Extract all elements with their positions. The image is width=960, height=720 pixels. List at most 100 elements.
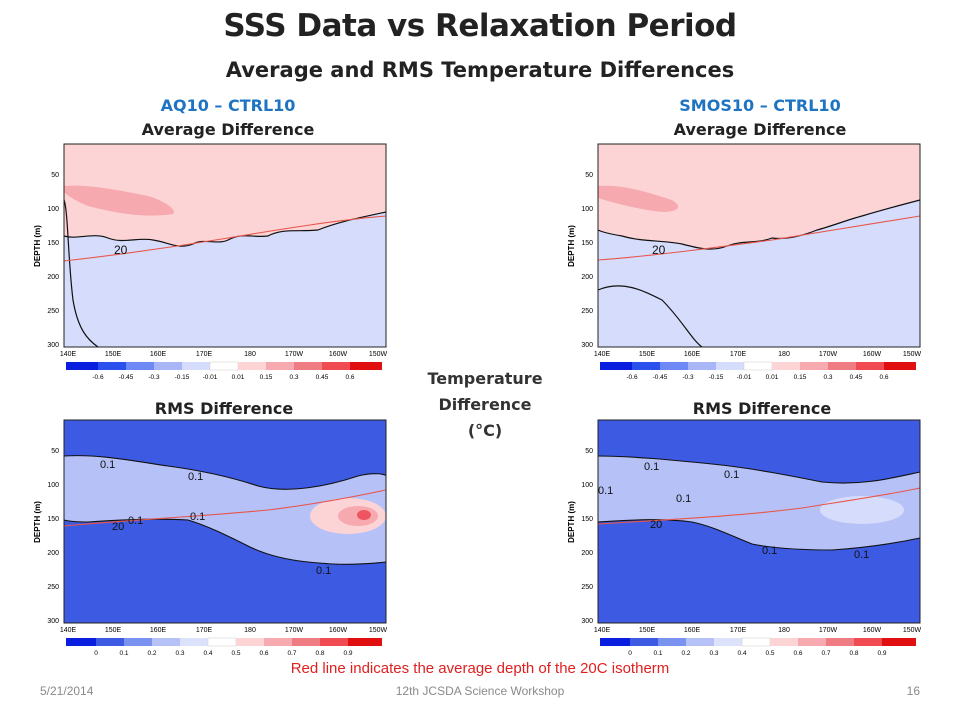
colorbar: -0.6 -0.45 -0.3 -0.15 -0.01 0.01 0.15 0.… xyxy=(600,361,916,381)
x-tick-label: 170W xyxy=(819,627,838,634)
colorbar-swatch xyxy=(770,638,798,646)
colorbar: -0.6 -0.45 -0.3 -0.15 -0.01 0.01 0.15 0.… xyxy=(66,361,382,381)
x-tick-label: 160E xyxy=(684,627,701,634)
x-tick-label: 170E xyxy=(196,351,213,358)
colorbar-swatch xyxy=(292,638,320,646)
strong-warm-core xyxy=(598,185,678,212)
zero-contour xyxy=(63,211,387,247)
rms-0.1-region xyxy=(598,456,920,550)
panel-aq10-rms: 0.1 0.1 20 0.1 0.1 0.1 50 100 150 200 25… xyxy=(28,416,388,665)
panel-aq10-average: 20 50 100 150 200 250 300 DEPTH (m) 140E… xyxy=(28,140,388,385)
left-rms-label: RMS Difference xyxy=(154,399,294,418)
colorbar-swatch xyxy=(154,362,182,370)
isotherm-note: Red line indicates the average depth of … xyxy=(290,660,670,677)
colorbar-tick-label: -0.15 xyxy=(709,374,724,380)
x-tick-label: 170E xyxy=(730,627,747,634)
isotherm-20c-line xyxy=(63,215,387,262)
slide-title: SSS Data vs Relaxation Period xyxy=(223,8,737,44)
colorbar-tick-label: -0.3 xyxy=(148,374,160,380)
footer-date: 5/21/2014 xyxy=(40,684,94,698)
colorbar: 0 0.1 0.2 0.3 0.4 0.5 0.6 0.7 0.8 0.9 xyxy=(66,637,382,657)
y-tick-label: 150 xyxy=(581,516,593,523)
y-tick-label: 50 xyxy=(585,172,593,179)
contour-label: 0.1 xyxy=(854,549,869,561)
left-experiment-label: AQ10 – CTRL10 xyxy=(160,96,296,115)
footer-event: 12th JCSDA Science Workshop xyxy=(395,684,565,698)
colorbar-swatch xyxy=(238,362,266,370)
colorbar-tick-label: -0.6 xyxy=(626,374,638,380)
colorbar-swatch xyxy=(266,362,294,370)
colorbar-tick-label: 0.1 xyxy=(119,650,128,657)
contour-label: 0.1 xyxy=(316,565,331,577)
left-avg-label: Average Difference xyxy=(141,120,315,139)
colorbar-tick-label: 0.9 xyxy=(343,650,352,657)
colorbar-swatch xyxy=(322,362,350,370)
colorbar-swatch xyxy=(632,362,660,370)
colorbar-swatch xyxy=(98,362,126,370)
x-tick-label: 170W xyxy=(819,351,838,358)
colorbar-swatch xyxy=(600,638,630,646)
right-rms-label: RMS Difference xyxy=(692,399,832,418)
y-axis: 50 100 150 200 250 300 DEPTH (m) xyxy=(33,172,59,349)
x-tick-label: 150E xyxy=(105,351,122,358)
colorbar-tick-label: 0.6 xyxy=(793,650,802,657)
colorbar-swatch xyxy=(716,362,744,370)
colorbar-tick-label: -0.01 xyxy=(737,374,752,380)
colorbar-swatch xyxy=(264,638,292,646)
colorbar-tick-label: 0.01 xyxy=(232,374,245,380)
colorbar-tick-label: -0.6 xyxy=(92,374,104,380)
center-label-line-3: (°C) xyxy=(467,421,503,440)
y-tick-label: 50 xyxy=(51,448,59,455)
colorbar-tick-label: -0.01 xyxy=(203,374,218,380)
colorbar-tick-label: 0.8 xyxy=(849,650,858,657)
y-tick-label: 250 xyxy=(581,308,593,315)
center-label-line-2: Difference xyxy=(438,395,532,414)
x-tick-label: 170E xyxy=(730,351,747,358)
colorbar-swatch xyxy=(714,638,742,646)
isotherm-20c-line xyxy=(597,215,921,261)
colorbar-swatch xyxy=(741,637,771,647)
colorbar-tick-label: -0.45 xyxy=(119,374,134,380)
colorbar-tick-label: 0.3 xyxy=(175,650,184,657)
contour-line xyxy=(597,455,921,484)
rms-light-region xyxy=(820,496,904,524)
colorbar-swatch xyxy=(772,362,800,370)
x-axis: 140E 150E 160E 170E 180 170W 160W 150W xyxy=(594,627,922,634)
plot-border xyxy=(597,143,921,348)
x-tick-label: 160E xyxy=(684,351,701,358)
panel-smos10-average: 20 50 100 150 200 250 300 DEPTH (m) 140E… xyxy=(562,140,922,385)
x-tick-label: 150E xyxy=(639,627,656,634)
y-axis: 50 100 150 200 250 300 DEPTH (m) xyxy=(567,448,593,625)
colorbar-tick-label: 0.7 xyxy=(821,650,830,657)
colorbar-swatch xyxy=(882,638,916,646)
colorbar-tick-label: 0 xyxy=(94,650,98,657)
positive-anomaly-region xyxy=(64,144,386,247)
x-tick-label: 160W xyxy=(329,351,348,358)
y-tick-label: 50 xyxy=(51,172,59,179)
x-tick-label: 160E xyxy=(150,351,167,358)
y-axis-label: DEPTH (m) xyxy=(567,225,576,267)
colorbar-tick-label: 0.3 xyxy=(709,650,718,657)
plot-border xyxy=(63,143,387,348)
colorbar-swatch xyxy=(209,361,239,371)
contour-label: 0.1 xyxy=(188,471,203,483)
y-tick-label: 100 xyxy=(47,206,59,213)
colorbar-tick-label: 0.1 xyxy=(653,650,662,657)
right-experiment-label: SMOS10 – CTRL10 xyxy=(679,96,841,115)
colorbar-tick-label: 0.6 xyxy=(879,374,888,380)
y-axis-label: DEPTH (m) xyxy=(33,225,42,267)
x-tick-label: 160W xyxy=(863,351,882,358)
zero-contour xyxy=(597,199,921,250)
x-tick-label: 170E xyxy=(196,627,213,634)
y-axis: 50 100 150 200 250 300 DEPTH (m) xyxy=(567,172,593,349)
colorbar-swatch xyxy=(207,637,237,647)
contour-line xyxy=(597,285,703,348)
y-tick-label: 200 xyxy=(581,274,593,281)
colorbar-swatch xyxy=(800,362,828,370)
contour-label: 20 xyxy=(652,243,666,257)
colorbar-swatch xyxy=(124,638,152,646)
colorbar-swatch xyxy=(688,362,716,370)
colorbar-swatch xyxy=(828,362,856,370)
y-tick-label: 200 xyxy=(581,550,593,557)
colorbar-tick-label: -0.3 xyxy=(682,374,694,380)
